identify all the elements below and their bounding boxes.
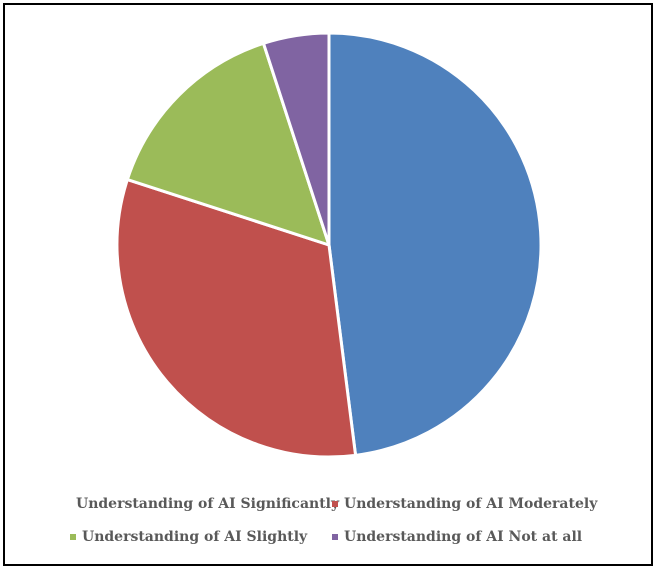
pie-slice-1 xyxy=(327,31,543,457)
legend-item: Understanding of AI Not at all xyxy=(332,529,582,545)
legend-row-2: Understanding of AI Slightly Understandi… xyxy=(70,525,630,549)
legend-label: Understanding of AI Moderately xyxy=(344,496,598,512)
legend-swatch xyxy=(70,534,76,540)
pie-slice-2 xyxy=(115,177,358,459)
legend-label: Understanding of AI Not at all xyxy=(344,529,583,545)
legend-label: Understanding of AI Slightly xyxy=(82,529,308,545)
legend-item: Understanding of AI Significantly xyxy=(70,496,339,512)
pie-slice-4 xyxy=(261,31,331,247)
legend-item: Understanding of AI Moderately xyxy=(332,496,597,512)
legend-swatch xyxy=(332,501,338,507)
legend-item: Understanding of AI Slightly xyxy=(70,529,332,545)
legend-label: Understanding of AI Significantly xyxy=(76,496,340,512)
chart-legend: Understanding of AI Significantly Unders… xyxy=(70,492,630,558)
legend-row-1: Understanding of AI Significantly Unders… xyxy=(70,492,630,516)
legend-swatch xyxy=(332,534,338,540)
